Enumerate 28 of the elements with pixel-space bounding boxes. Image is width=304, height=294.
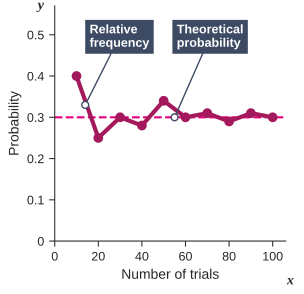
x-axis-title: Number of trials: [122, 268, 219, 279]
text: x: [286, 278, 294, 284]
y-axis-title: Probability: [8, 91, 22, 155]
text: y: [36, 2, 44, 12]
point: [93, 133, 104, 143]
x-tick-label: 60: [179, 252, 192, 261]
y-tick-label: 0.3: [27, 113, 44, 122]
point: [180, 112, 190, 122]
y-tick-label: 0.2: [27, 154, 44, 164]
point: [246, 108, 256, 118]
point: [268, 112, 278, 122]
y-tick-label: 0.5: [27, 30, 44, 40]
y-tick-label: 0.4: [27, 72, 44, 81]
point: [72, 71, 82, 81]
annotation: Relative frequency: [90, 24, 150, 50]
x-tick-label: 100: [263, 252, 283, 261]
point: [224, 116, 234, 126]
annotation: Theoretical probability: [176, 24, 243, 50]
point: [158, 96, 169, 106]
x-tick-label: 40: [135, 252, 148, 261]
point: [115, 112, 125, 122]
point: [137, 120, 147, 130]
x-tick-label: 80: [222, 252, 236, 261]
y-tick-label: 0.1: [27, 196, 44, 204]
y-tick-label: 0: [38, 236, 44, 246]
x-tick-label: 20: [92, 252, 105, 261]
point: [202, 108, 212, 118]
x-tick-label: 0: [52, 252, 58, 261]
